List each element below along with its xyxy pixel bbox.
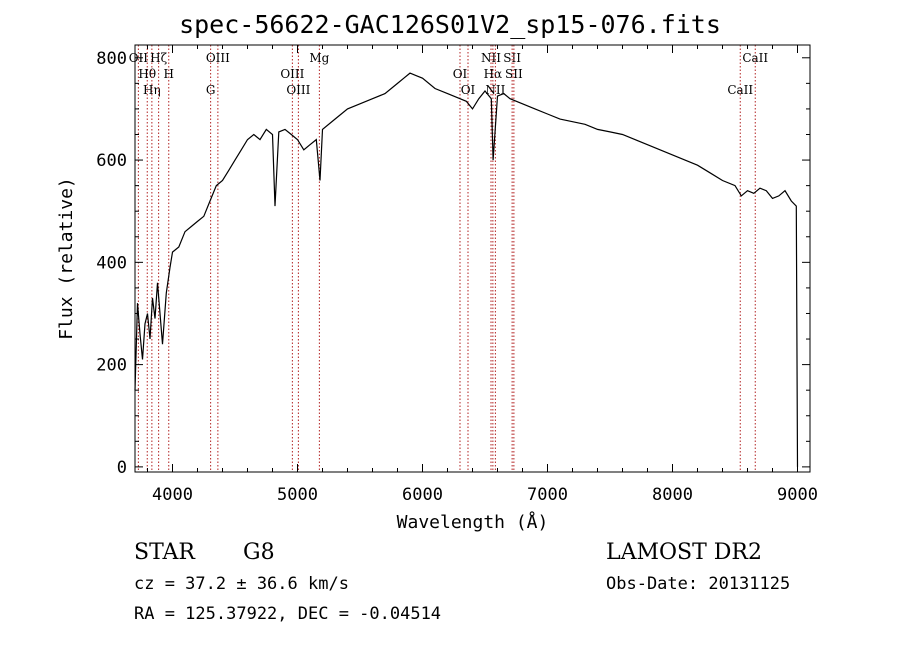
spectral-line-label: OI [461, 83, 476, 97]
coordinates: RA = 125.37922, DEC = -0.04514 [134, 604, 442, 624]
spectral-line-label: CaII [742, 51, 768, 65]
x-tick-label: 4000 [152, 485, 193, 505]
spectral-line-label: G [206, 83, 216, 97]
spectral-line-label: OI [453, 67, 468, 81]
y-axis-label: Flux (relative) [56, 177, 77, 340]
y-tick-label: 0 [117, 458, 127, 478]
x-tick-label: 6000 [402, 485, 443, 505]
x-tick-label: 7000 [527, 485, 568, 505]
y-tick-label: 600 [96, 151, 127, 171]
spectral-line-label: Hζ [150, 51, 167, 65]
y-tick-label: 400 [96, 253, 127, 273]
spectral-line-label: Mg [309, 51, 329, 65]
survey-name: LAMOST DR2 [606, 540, 762, 565]
chart-title: spec-56622-GAC126S01V2_sp15-076.fits [179, 10, 721, 39]
object-class: STAR [134, 540, 195, 565]
x-tick-label: 8000 [652, 485, 693, 505]
spectral-line-label: OIII [206, 51, 230, 65]
spectral-line-label: SII [503, 51, 521, 65]
x-tick-label: 5000 [277, 485, 318, 505]
spectral-line-label: NII [481, 51, 501, 65]
spectral-line-label: SII [505, 67, 523, 81]
x-tick-label: 9000 [777, 485, 818, 505]
y-tick-label: 200 [96, 356, 127, 376]
x-axis-label: Wavelength (Å) [397, 511, 549, 533]
spectrum-line [134, 72, 799, 467]
spectral-line-label: OIII [286, 83, 310, 97]
spectral-line-label: Hη [143, 83, 161, 97]
spectral-line-label: CaII [727, 83, 753, 97]
observation-date: Obs-Date: 20131125 [606, 574, 791, 594]
spectral-line-label: H [164, 67, 174, 81]
spectral-line-label: Hθ [138, 67, 156, 81]
spectral-line-label: NII [485, 83, 505, 97]
spectral-line-label: OIII [280, 67, 304, 81]
y-tick-label: 800 [96, 49, 127, 69]
object-subclass: G8 [243, 540, 275, 565]
spectral-line-label: Hα [484, 67, 503, 81]
redshift-cz: cz = 37.2 ± 36.6 km/s [134, 574, 349, 594]
